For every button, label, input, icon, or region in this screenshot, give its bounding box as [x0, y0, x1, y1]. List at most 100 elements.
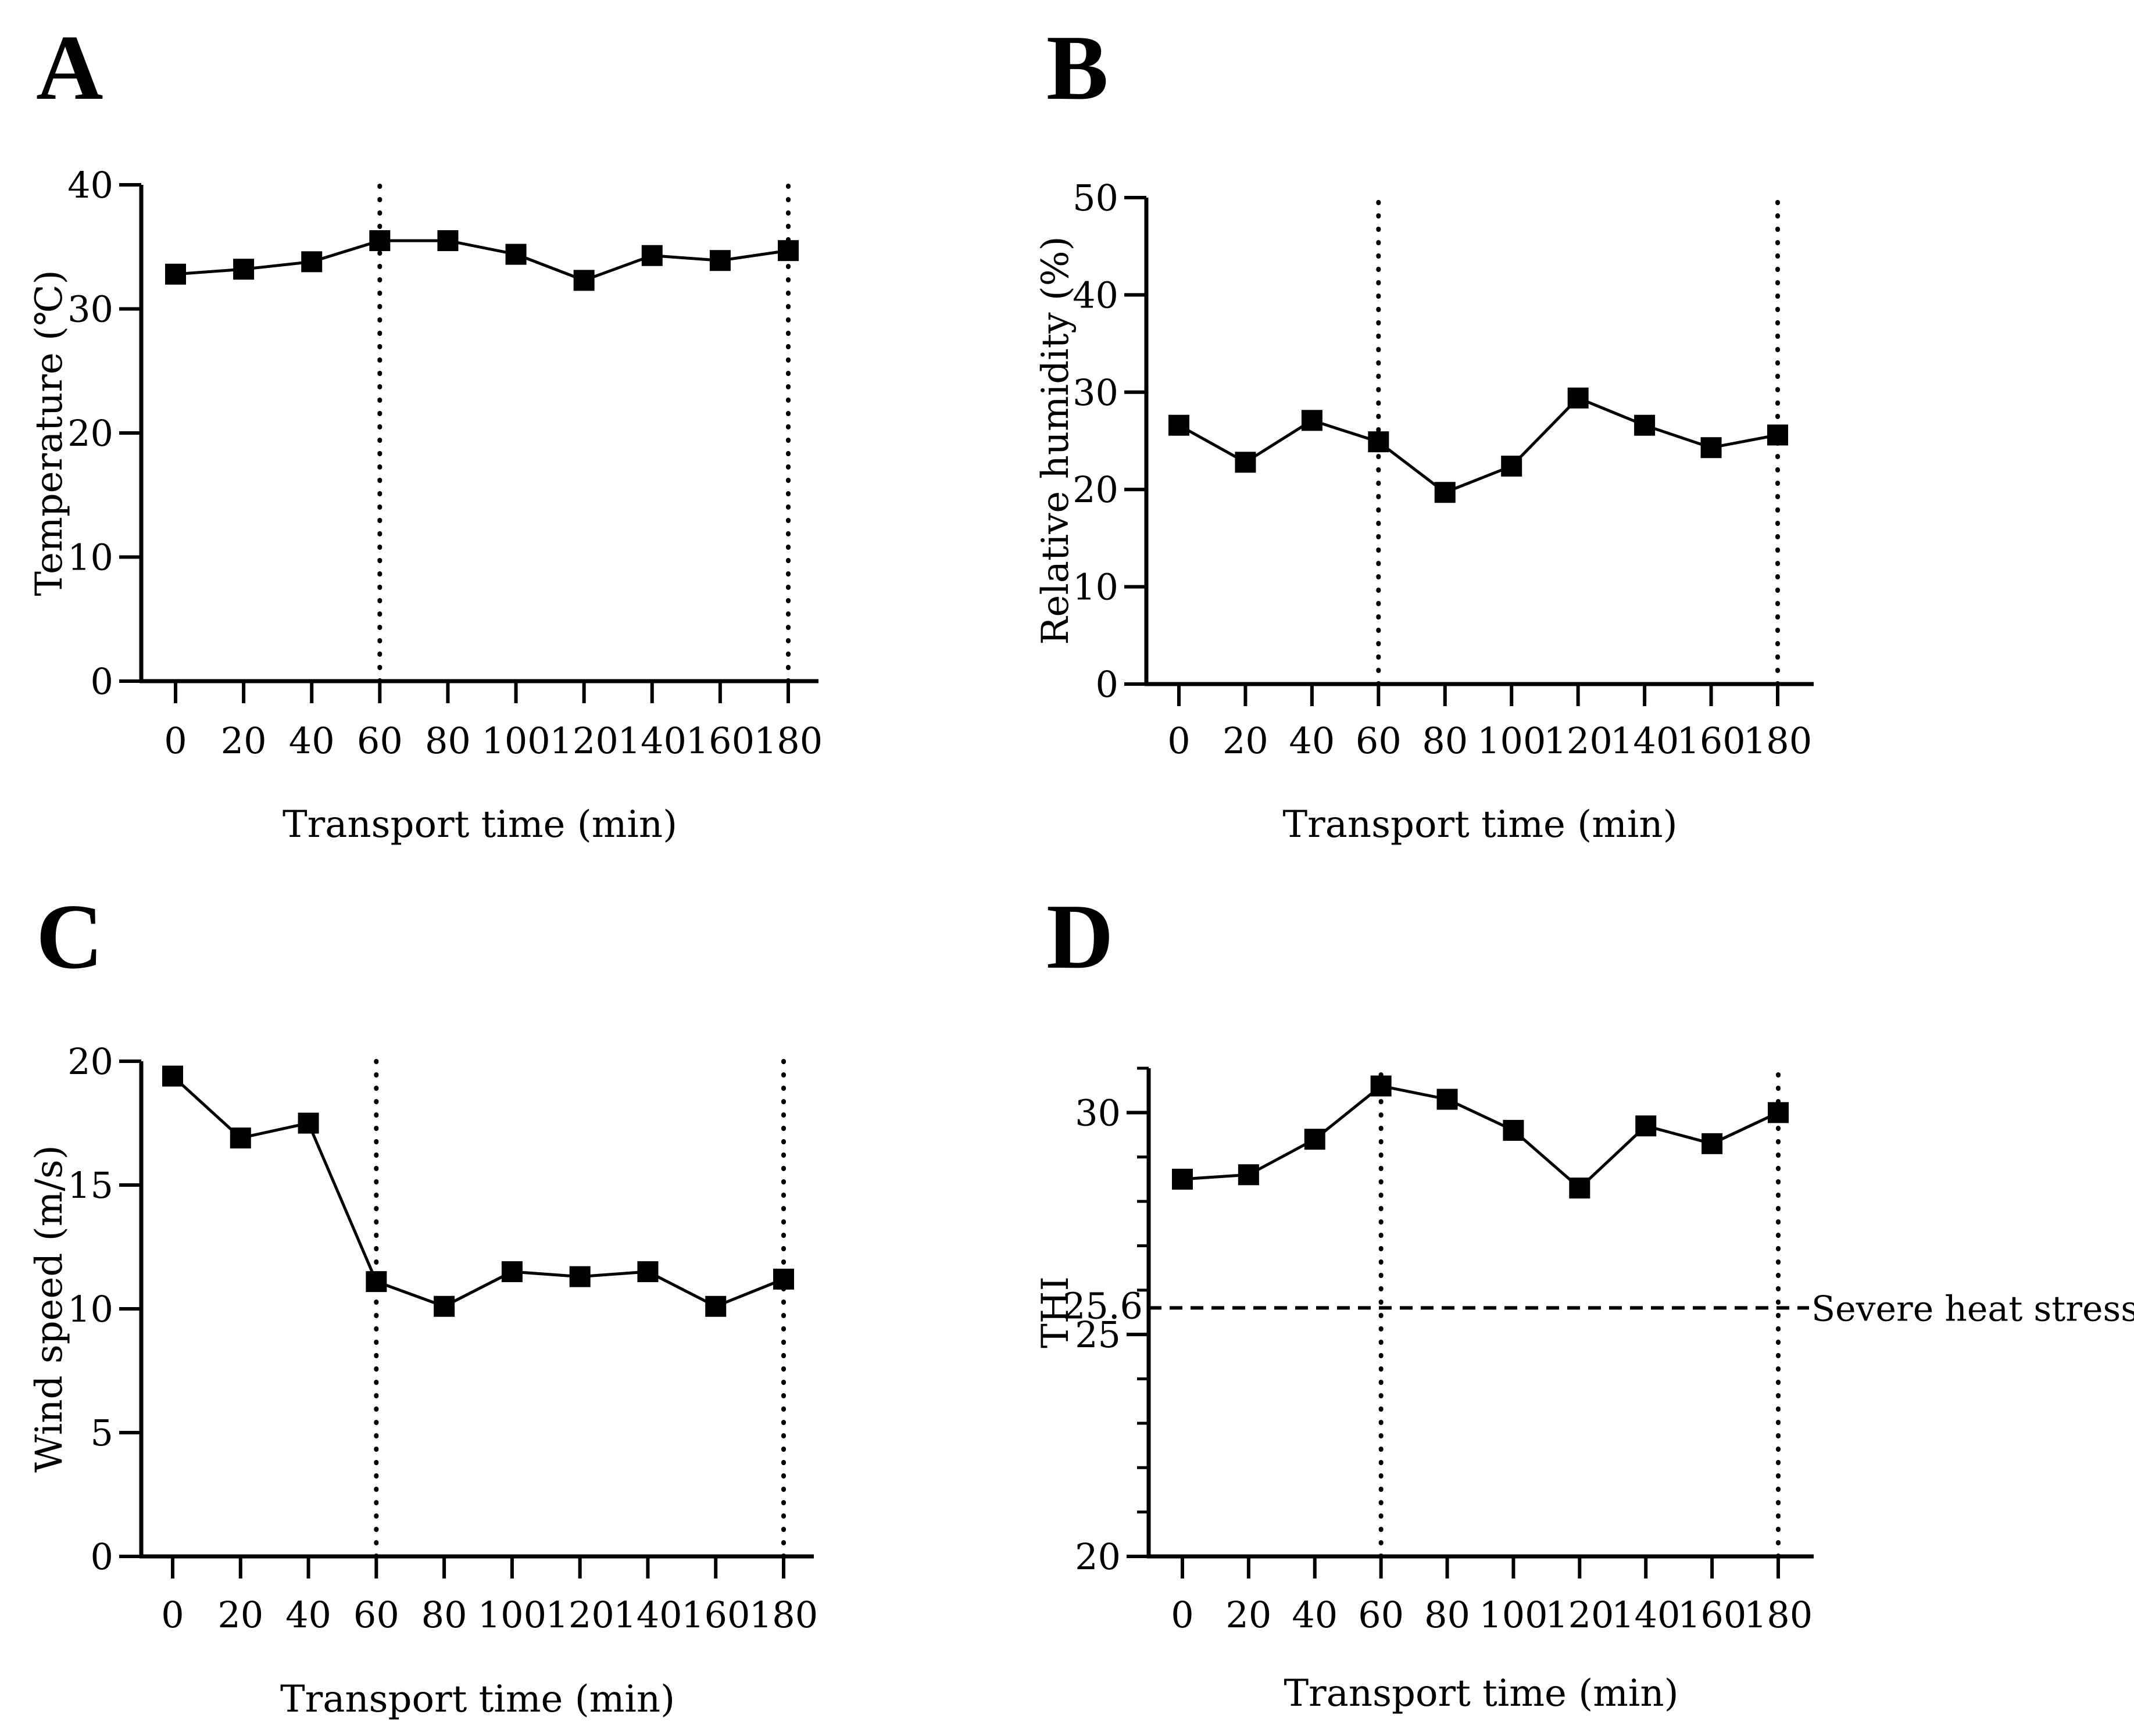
data-point — [1501, 456, 1522, 477]
data-point — [1634, 414, 1656, 436]
x-tick-label: 20 — [1223, 720, 1268, 762]
x-tick-label: 60 — [353, 1594, 399, 1636]
y-tick-label: 25 — [1075, 1313, 1121, 1356]
x-tick-label: 0 — [161, 1594, 184, 1636]
y-tick-label: 20 — [1075, 1535, 1121, 1578]
x-tick-label: 40 — [1292, 1594, 1338, 1636]
data-point — [1768, 1102, 1789, 1123]
x-tick-label: 180 — [754, 720, 823, 762]
x-tick-label: 20 — [217, 1594, 263, 1636]
y-tick-label: 50 — [1073, 177, 1118, 219]
x-tick-label: 120 — [545, 1594, 614, 1636]
y-tick-label: 20 — [67, 412, 113, 454]
data-point — [298, 1112, 319, 1134]
data-point — [569, 1266, 591, 1287]
data-point — [434, 1295, 455, 1317]
data-point — [301, 251, 323, 273]
data-point — [165, 263, 186, 285]
x-tick-label: 100 — [478, 1594, 546, 1636]
y-tick-label: 40 — [67, 164, 113, 206]
y-tick-label: 0 — [91, 1535, 113, 1578]
x-axis-title: Transport time (min) — [1282, 803, 1677, 846]
x-tick-label: 80 — [421, 1594, 467, 1636]
data-point — [1168, 414, 1189, 436]
x-tick-label: 140 — [1611, 1594, 1680, 1636]
data-point — [1235, 452, 1256, 473]
series-line — [1182, 1084, 1779, 1190]
data-point — [641, 245, 663, 266]
y-tick-label: 30 — [67, 288, 113, 331]
data-point — [705, 1295, 727, 1317]
x-tick-label: 100 — [1479, 1594, 1547, 1636]
data-point — [1700, 437, 1722, 459]
data-point — [1238, 1164, 1259, 1186]
x-tick-label: 20 — [221, 720, 267, 762]
x-tick-label: 180 — [1743, 720, 1812, 762]
x-tick-label: 40 — [1289, 720, 1335, 762]
data-point — [1767, 424, 1788, 446]
data-point — [1304, 1129, 1325, 1150]
x-axis-title: Transport time (min) — [283, 803, 677, 846]
y-tick-label: 0 — [91, 660, 113, 703]
x-tick-label: 180 — [1744, 1594, 1813, 1636]
series-line — [1178, 396, 1778, 495]
x-tick-label: 80 — [1424, 1594, 1470, 1636]
x-tick-label: 120 — [549, 720, 618, 762]
y-tick-label: 40 — [1073, 274, 1118, 316]
x-tick-label: 60 — [1358, 1594, 1404, 1636]
threshold-annotation: Severe heat stress — [1811, 1288, 2134, 1329]
y-tick-label: 10 — [1073, 566, 1118, 609]
series-line — [171, 1075, 784, 1308]
x-tick-label: 0 — [164, 720, 187, 762]
x-tick-label: 160 — [681, 1594, 750, 1636]
data-point — [1370, 1075, 1392, 1097]
data-point — [505, 244, 527, 265]
data-point — [366, 1271, 387, 1293]
y-axis-title: Temperature (℃) — [28, 270, 71, 596]
data-point — [437, 230, 459, 252]
x-tick-label: 0 — [1167, 720, 1190, 762]
x-tick-label: 160 — [686, 720, 755, 762]
data-point — [369, 230, 391, 252]
series-line — [175, 239, 789, 282]
y-tick-label: 0 — [1096, 663, 1118, 706]
data-point — [1436, 1089, 1458, 1110]
x-tick-label: 40 — [289, 720, 335, 762]
x-tick-label: 160 — [1678, 1594, 1746, 1636]
x-tick-label: 20 — [1225, 1594, 1271, 1636]
data-point — [1368, 431, 1389, 453]
x-tick-label: 140 — [618, 720, 687, 762]
y-tick-label: 10 — [67, 1288, 113, 1330]
x-tick-label: 60 — [1356, 720, 1402, 762]
y-axis-title: Wind speed (m/s) — [28, 1145, 71, 1473]
x-tick-label: 120 — [1543, 720, 1612, 762]
x-tick-label: 140 — [1610, 720, 1679, 762]
data-point — [573, 270, 595, 291]
x-axis-title: Transport time (min) — [1284, 1672, 1678, 1715]
x-tick-label: 120 — [1545, 1594, 1614, 1636]
panel-letter: D — [1046, 885, 1114, 988]
data-point — [1503, 1119, 1524, 1141]
y-axis-title: THI — [1034, 1276, 1077, 1348]
x-tick-label: 80 — [425, 720, 471, 762]
x-tick-label: 80 — [1422, 720, 1468, 762]
data-point — [773, 1268, 794, 1290]
data-point — [1635, 1115, 1657, 1137]
x-tick-label: 140 — [613, 1594, 682, 1636]
data-point — [1172, 1168, 1193, 1190]
y-tick-label: 15 — [67, 1164, 113, 1207]
data-point — [233, 259, 255, 280]
y-tick-label: 20 — [67, 1040, 113, 1083]
panel-letter: A — [36, 16, 103, 119]
y-tick-label: 30 — [1075, 1091, 1121, 1134]
x-tick-label: 100 — [1477, 720, 1546, 762]
y-tick-label: 30 — [1073, 371, 1118, 414]
panel-letter: B — [1046, 16, 1109, 119]
x-tick-label: 0 — [1171, 1594, 1193, 1636]
x-axis-title: Transport time (min) — [280, 1678, 675, 1721]
threshold-value-label: 25.6 — [1063, 1284, 1143, 1327]
